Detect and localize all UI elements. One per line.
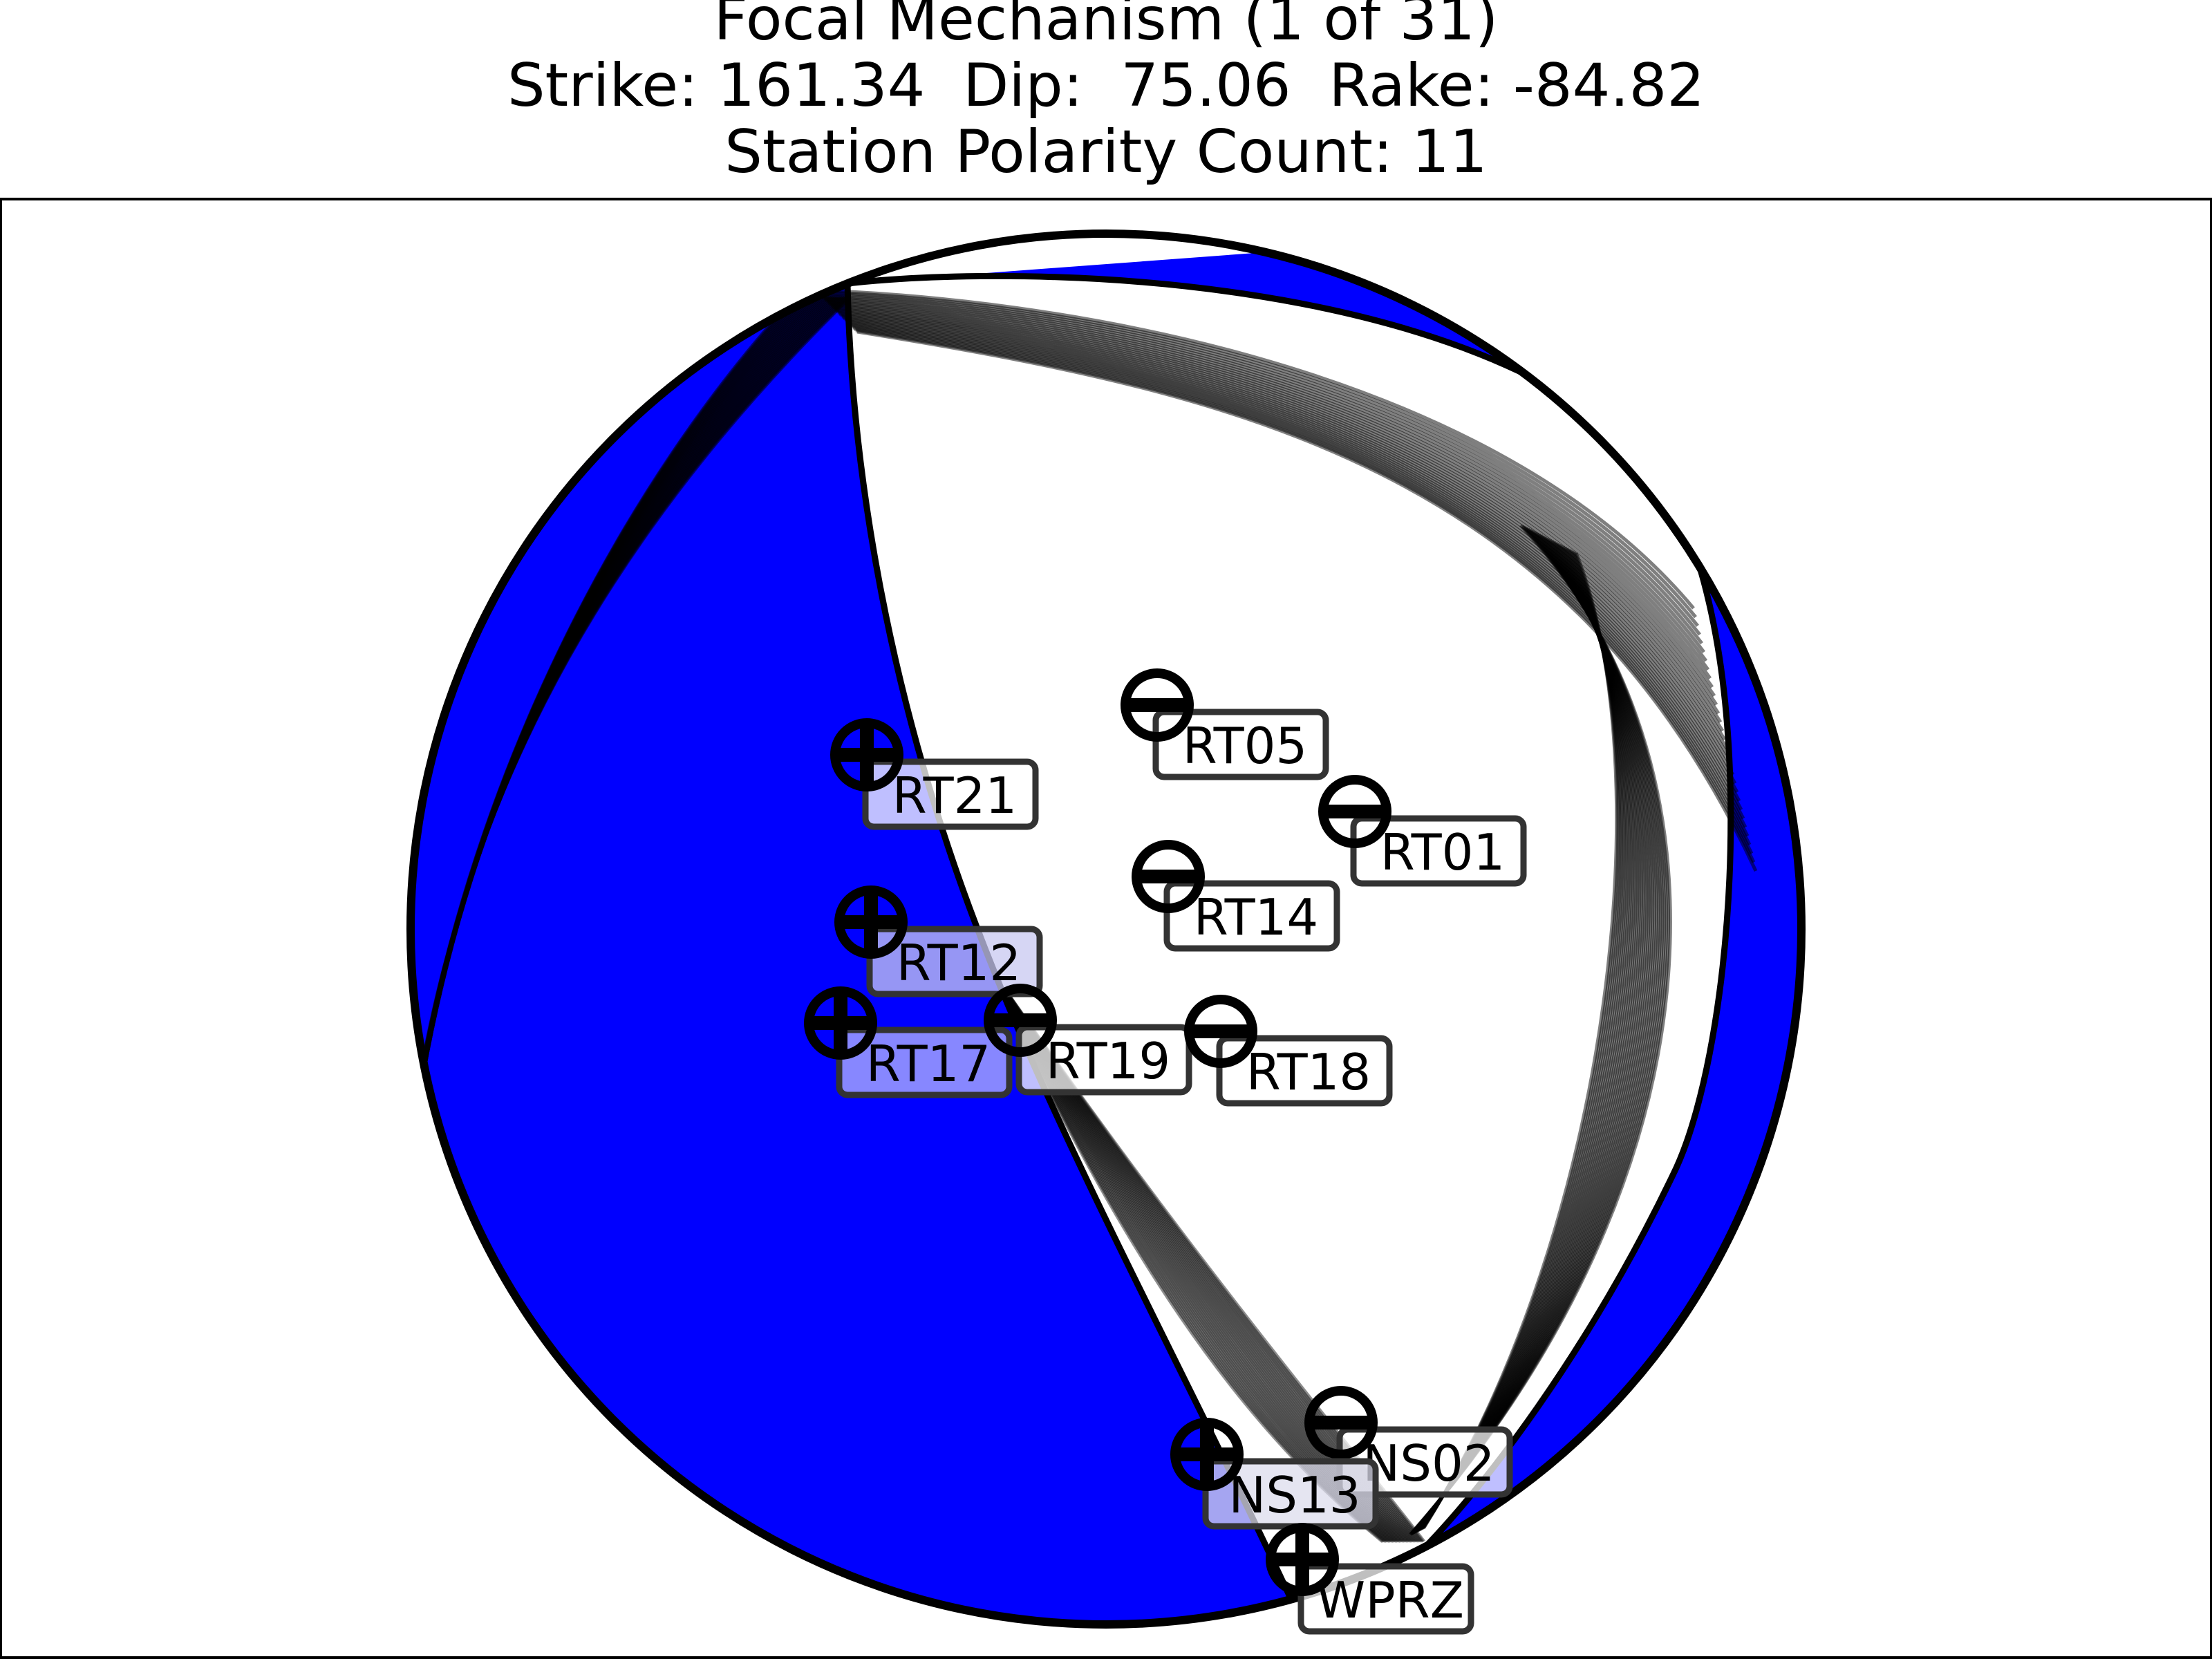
station-rt17: RT17	[804, 986, 1013, 1098]
nodal-plane-1	[844, 283, 1303, 1619]
alternate-nodal-line	[1422, 552, 1619, 1529]
station-rt18: RT18	[1184, 995, 1393, 1107]
dilatation-marker	[1132, 840, 1205, 913]
compression-marker	[804, 986, 877, 1060]
alternate-nodal-line	[819, 292, 1701, 636]
station-wprz: WPRZ	[1266, 1523, 1474, 1635]
station-label-box	[1163, 880, 1340, 952]
figure-title: Focal Mechanism (1 of 31)	[713, 0, 1499, 54]
nodal-plane-2	[847, 272, 1734, 1558]
dilatation-marker	[1318, 775, 1391, 848]
axes-frame	[0, 198, 2212, 1659]
alternate-nodal-line	[818, 291, 1699, 627]
station-rt05: RT05	[1121, 668, 1329, 780]
dilatation-marker	[1121, 668, 1194, 742]
station-label: RT17	[866, 1035, 991, 1093]
station-label-box	[862, 758, 1039, 830]
station-label: RT12	[897, 934, 1021, 992]
station-rt01: RT01	[1318, 775, 1527, 887]
station-rt14: RT14	[1132, 840, 1340, 952]
alternate-nodal-line	[856, 330, 1758, 872]
station-label: RT01	[1380, 823, 1505, 881]
compressional-quadrant-west	[411, 234, 1300, 1624]
station-label-box	[1216, 1035, 1393, 1107]
focal-sphere-outline	[406, 229, 1806, 1629]
station-label-box	[1015, 1024, 1192, 1096]
station-rt21: RT21	[830, 718, 1039, 830]
figure-title-block: Focal Mechanism (1 of 31) Strike: 161.34…	[0, 0, 2212, 185]
alternate-nodal-line	[823, 297, 1708, 662]
alternate-nodal-line	[816, 290, 1697, 619]
compression-marker	[1170, 1418, 1244, 1491]
dilatation-marker	[984, 984, 1057, 1057]
station-label-box	[836, 1027, 1013, 1098]
station-label: RT05	[1183, 717, 1307, 775]
station-polarity-count: Station Polarity Count: 11	[724, 118, 1488, 187]
dilatation-marker	[1304, 1386, 1378, 1459]
dilatation-marker	[1184, 995, 1257, 1068]
station-label: RT14	[1194, 888, 1318, 946]
compression-marker	[830, 718, 903, 791]
station-ns13: NS13	[1170, 1418, 1379, 1530]
station-label-box	[1297, 1563, 1474, 1635]
station-label-box	[1152, 709, 1329, 780]
mechanism-parameters: Strike: 161.34 Dip: 75.06 Rake: -84.82	[507, 51, 1705, 120]
compression-marker	[834, 885, 908, 959]
station-label: NS02	[1362, 1434, 1494, 1492]
station-label: RT18	[1246, 1043, 1371, 1101]
compression-marker	[1266, 1523, 1339, 1596]
alternate-nodal-line	[815, 288, 1695, 610]
station-label-box	[1350, 815, 1527, 887]
station-label: RT19	[1046, 1032, 1170, 1090]
station-polarities: RT05 RT21 RT01 RT14 RT12 RT17 RT19 RT18 NS02NS13…	[804, 668, 1527, 1635]
station-label: RT21	[892, 767, 1017, 825]
station-rt19: RT19	[984, 984, 1192, 1096]
station-rt12: RT12	[834, 885, 1043, 997]
station-label: WPRZ	[1316, 1571, 1464, 1629]
preferred-nodal-planes	[844, 272, 1734, 1619]
station-label-box	[866, 926, 1043, 997]
station-label: NS13	[1228, 1466, 1360, 1524]
